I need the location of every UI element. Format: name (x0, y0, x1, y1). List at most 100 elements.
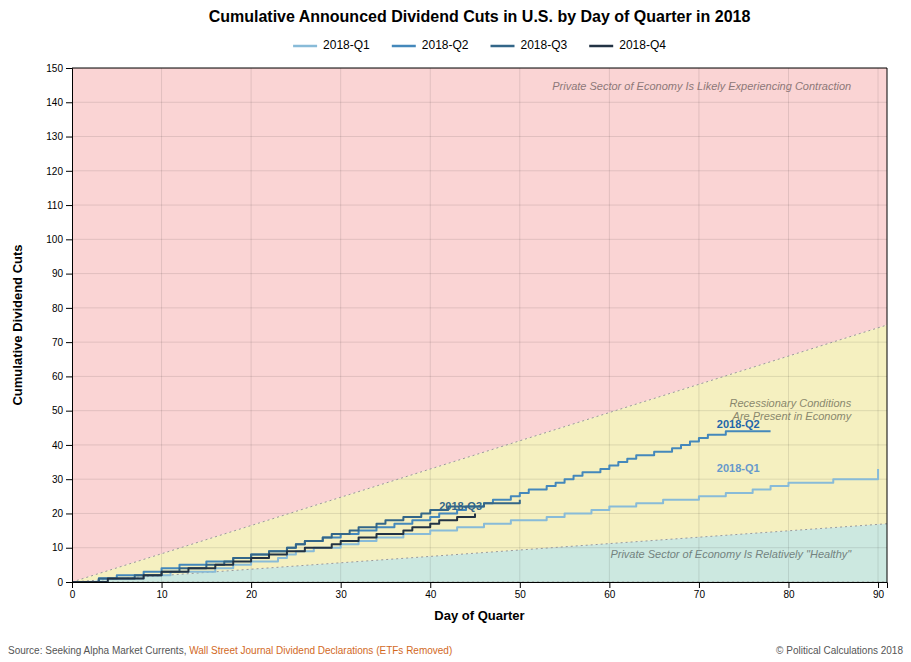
legend-swatch (293, 45, 317, 48)
zone-label-line: Private Sector of Economy Is Relatively … (610, 547, 852, 559)
tick-mark (251, 582, 252, 588)
tick: 40 (52, 440, 72, 451)
tick-label: 40 (52, 440, 64, 451)
tick-label: 20 (246, 589, 258, 600)
legend-item: 2018-Q2 (392, 38, 469, 52)
tick: 60 (52, 371, 72, 382)
grid-line-y (72, 513, 887, 514)
copyright: © Political Calculations 2018 (776, 645, 903, 656)
series (72, 431, 878, 582)
tick-mark (162, 582, 163, 588)
legend-item: 2018-Q1 (293, 38, 370, 52)
zones (72, 68, 887, 582)
grid-line-y (72, 582, 887, 583)
tick: 80 (783, 582, 795, 600)
tick: 140 (46, 97, 72, 108)
tick: 20 (52, 508, 72, 519)
source: Source: Seeking Alpha Market Currents, W… (8, 645, 452, 656)
tick: 10 (52, 542, 72, 553)
tick-label: 60 (604, 589, 616, 600)
tick-label: 20 (52, 508, 64, 519)
annotations: 2018-Q2 2018-Q1 2018-Q3 (439, 418, 759, 512)
tick-mark (66, 479, 72, 480)
tick: 0 (70, 582, 76, 600)
tick-mark (66, 171, 72, 172)
grid-line-x (698, 68, 699, 582)
x-axis: 0 10 20 30 40 50 60 70 80 90 (70, 582, 888, 600)
tick: 130 (46, 131, 72, 142)
grid (72, 68, 887, 582)
tick-mark (341, 582, 342, 588)
grid-line-x (340, 68, 341, 582)
source-link: Wall Street Journal Dividend Declaration… (189, 645, 452, 656)
tick: 100 (46, 234, 72, 245)
tick: 150 (46, 63, 72, 74)
tick-mark (66, 342, 72, 343)
legend-item: 2018-Q3 (491, 38, 568, 52)
tick-label: 80 (783, 589, 795, 600)
y-axis: 0102030405060708090100110120130140150 (46, 63, 72, 588)
grid-line-y (72, 479, 887, 480)
tick: 40 (425, 582, 437, 600)
tick: 110 (47, 200, 72, 211)
grid-line-x (161, 68, 162, 582)
legend-label: 2018-Q1 (323, 38, 370, 52)
tick-label: 140 (46, 97, 63, 108)
legend: 2018-Q1 2018-Q2 2018-Q3 2018-Q4 (293, 38, 666, 52)
grid-line-y (72, 376, 887, 377)
tick: 90 (873, 582, 885, 600)
tick-mark (609, 582, 610, 588)
legend-label: 2018-Q2 (422, 38, 469, 52)
title: Cumulative Announced Dividend Cuts in U.… (209, 8, 751, 25)
grid-line-x (251, 68, 252, 582)
plot-area (72, 68, 887, 582)
grid-line-y (72, 273, 887, 274)
zone-area (72, 325, 887, 582)
tick-mark (520, 582, 521, 588)
legend-swatch (589, 45, 613, 48)
tick: 70 (52, 337, 72, 348)
tick-label: 70 (694, 589, 706, 600)
tick-label: 60 (52, 371, 64, 382)
tick-label: 50 (515, 589, 527, 600)
tick-mark (66, 445, 72, 446)
tick: 80 (52, 303, 72, 314)
legend-swatch (491, 45, 515, 48)
zone-area (72, 68, 887, 582)
tick-label: 90 (52, 268, 64, 279)
tick-label: 90 (873, 589, 885, 600)
tick-mark (699, 582, 700, 588)
annotation: 2018-Q1 (717, 462, 760, 474)
annotation: 2018-Q2 (717, 418, 760, 430)
tick: 10 (156, 582, 168, 600)
tick-mark (66, 411, 72, 412)
tick-label: 40 (425, 589, 437, 600)
grid-line-y (72, 68, 887, 69)
grid-line-x (788, 68, 789, 582)
tick-mark (66, 137, 72, 138)
grid-line-y (72, 307, 887, 308)
tick-mark (66, 376, 72, 377)
legend-item: 2018-Q4 (589, 38, 666, 52)
grid-line-x (430, 68, 431, 582)
tick-label: 10 (52, 542, 64, 553)
tick-label: 130 (46, 131, 63, 142)
tick-label: 70 (52, 337, 64, 348)
grid-line-y (72, 342, 887, 343)
zone-boundaries (72, 325, 887, 582)
grid-line-y (72, 205, 887, 206)
tick-mark (66, 582, 72, 583)
plot-frame (72, 68, 887, 69)
grid-line-y (72, 102, 887, 103)
zone-labels: Private Sector of Economy Is Likely Expe… (552, 80, 852, 559)
x-axis-title: Day of Quarter (434, 608, 524, 623)
zone-label-line: Recessionary Conditions (730, 397, 852, 409)
tick-label: 80 (52, 303, 64, 314)
tick: 120 (46, 166, 72, 177)
tick: 70 (694, 582, 706, 600)
axis-line (66, 69, 73, 583)
tick: 60 (604, 582, 616, 600)
series-line (72, 500, 520, 582)
tick-label: 30 (336, 589, 348, 600)
annotation: 2018-Q3 (439, 500, 482, 512)
